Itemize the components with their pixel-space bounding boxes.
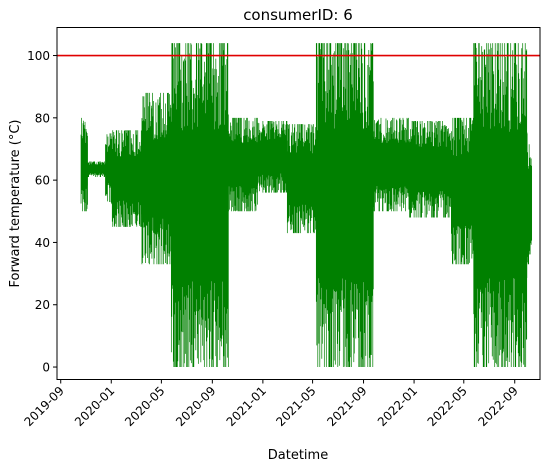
series-0-core-6 [228, 143, 258, 186]
series-0-core-1 [87, 165, 106, 173]
y-axis: 0 20 40 60 80 100 [27, 49, 57, 375]
y-axis-label: Forward temperature (°C) [8, 120, 23, 288]
x-tick-label: 2022-05 [425, 384, 470, 429]
series-0-core-2 [105, 152, 112, 184]
series-0-core-12 [451, 158, 474, 224]
series-0-core-11 [409, 147, 452, 191]
x-tick-label: 2020-09 [173, 384, 218, 429]
plot-area [57, 43, 540, 368]
y-tick-label: 100 [27, 49, 50, 63]
plot-frame [56, 27, 541, 380]
x-axis: 2019-09 2020-01 2020-05 2020-09 2021-01 2021-… [21, 379, 521, 429]
x-tick-label: 2021-05 [273, 384, 318, 429]
x-tick-label: 2022-09 [475, 384, 520, 429]
series-0-core-4 [141, 140, 172, 218]
series-0-core-9 [316, 132, 374, 278]
series-0-core-0 [81, 143, 88, 186]
series-0-core-14 [527, 169, 532, 229]
series-0-core-10 [373, 143, 410, 186]
chart-title: consumerID: 6 [243, 6, 353, 24]
series-0-core-13 [473, 132, 528, 278]
series-0-core-3 [111, 156, 142, 201]
y-tick-label: 20 [35, 298, 50, 312]
x-tick-label: 2021-01 [224, 384, 269, 429]
y-tick-label: 60 [35, 174, 50, 188]
x-tick-label: 2020-01 [72, 384, 117, 429]
y-tick-label: 80 [35, 111, 50, 125]
x-tick-label: 2022-01 [375, 384, 420, 429]
y-tick-label: 40 [35, 236, 50, 250]
series-0-core-7 [257, 140, 288, 173]
x-tick-label: 2019-09 [21, 384, 66, 429]
series-0-core-5 [171, 132, 229, 278]
x-tick-label: 2020-05 [122, 384, 167, 429]
series-0-core-8 [287, 154, 317, 204]
x-tick-label: 2021-09 [324, 384, 369, 429]
x-axis-label: Datetime [268, 448, 328, 463]
y-tick-label: 0 [42, 361, 50, 375]
